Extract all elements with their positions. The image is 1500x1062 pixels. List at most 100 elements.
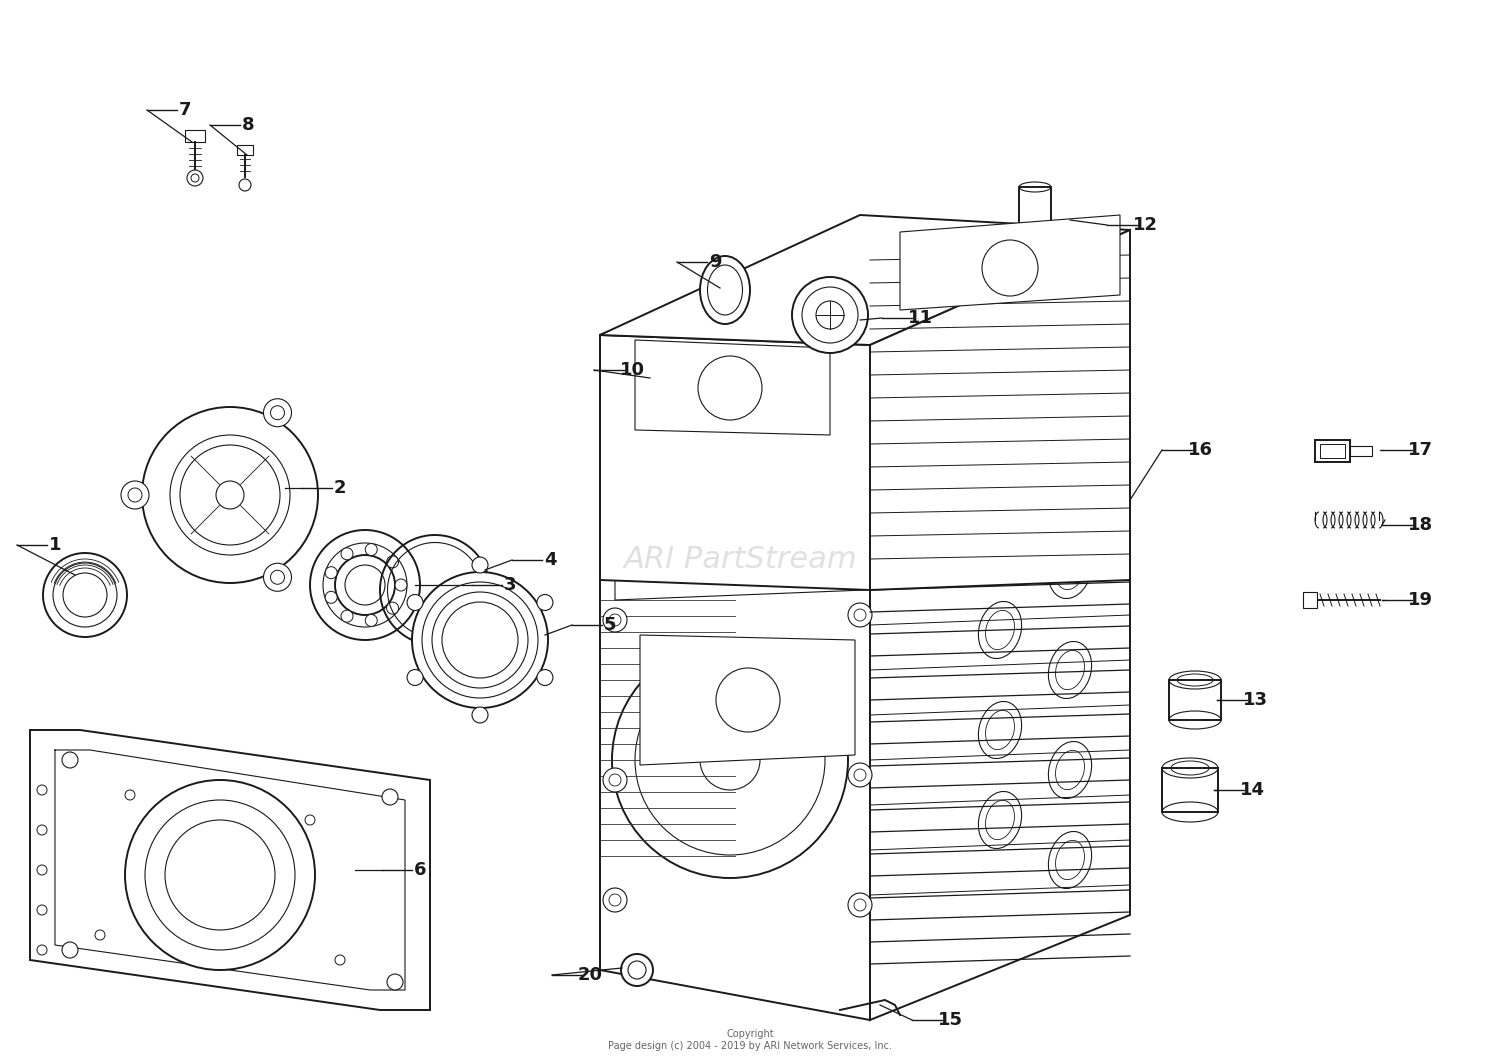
Circle shape xyxy=(238,179,250,191)
Text: 13: 13 xyxy=(1242,691,1268,709)
Circle shape xyxy=(387,602,399,614)
Circle shape xyxy=(62,752,78,768)
Text: 1: 1 xyxy=(48,536,62,554)
Polygon shape xyxy=(859,232,1125,419)
Circle shape xyxy=(326,592,338,603)
Circle shape xyxy=(847,603,871,627)
Circle shape xyxy=(603,609,627,632)
Circle shape xyxy=(477,598,484,606)
Circle shape xyxy=(44,553,128,637)
Text: 5: 5 xyxy=(603,616,616,634)
Polygon shape xyxy=(600,335,870,590)
Circle shape xyxy=(792,277,868,353)
Circle shape xyxy=(406,595,423,611)
Circle shape xyxy=(124,780,315,970)
Ellipse shape xyxy=(978,601,1022,658)
Ellipse shape xyxy=(1048,741,1092,799)
Bar xyxy=(1304,592,1317,609)
Bar xyxy=(1168,680,1221,720)
Circle shape xyxy=(406,669,423,685)
Text: 2: 2 xyxy=(333,479,346,497)
Bar xyxy=(237,145,254,155)
Circle shape xyxy=(477,573,484,582)
Circle shape xyxy=(394,579,406,590)
Text: 12: 12 xyxy=(1132,216,1158,234)
Text: ARI PartStream: ARI PartStream xyxy=(622,546,856,575)
Polygon shape xyxy=(634,340,830,435)
Polygon shape xyxy=(870,280,1130,1020)
Text: 20: 20 xyxy=(578,966,603,984)
Circle shape xyxy=(603,888,627,912)
Polygon shape xyxy=(600,215,1130,345)
Circle shape xyxy=(847,763,871,787)
Circle shape xyxy=(366,615,378,627)
Circle shape xyxy=(982,240,1038,296)
Text: 3: 3 xyxy=(504,576,516,594)
Ellipse shape xyxy=(1048,832,1092,889)
Circle shape xyxy=(326,567,338,579)
Text: Copyright
Page design (c) 2004 - 2019 by ARI Network Services, Inc.: Copyright Page design (c) 2004 - 2019 by… xyxy=(608,1029,892,1050)
Polygon shape xyxy=(600,335,870,1020)
Circle shape xyxy=(537,669,554,685)
Ellipse shape xyxy=(978,501,1022,559)
Polygon shape xyxy=(900,215,1120,310)
Text: 19: 19 xyxy=(1407,590,1432,609)
Circle shape xyxy=(340,611,352,622)
Circle shape xyxy=(340,548,352,560)
Text: 6: 6 xyxy=(414,861,426,879)
Polygon shape xyxy=(870,230,1130,590)
Circle shape xyxy=(188,170,202,186)
Polygon shape xyxy=(615,345,866,600)
Bar xyxy=(1320,444,1346,458)
Text: 11: 11 xyxy=(908,309,933,327)
Ellipse shape xyxy=(1048,641,1092,699)
Circle shape xyxy=(387,555,399,568)
Text: 8: 8 xyxy=(242,116,255,134)
Text: 15: 15 xyxy=(938,1011,963,1029)
Circle shape xyxy=(621,954,652,986)
Polygon shape xyxy=(640,635,855,765)
Text: 17: 17 xyxy=(1407,441,1432,459)
Circle shape xyxy=(537,595,554,611)
Circle shape xyxy=(686,418,770,502)
Text: 9: 9 xyxy=(708,253,722,271)
Circle shape xyxy=(387,974,404,990)
Bar xyxy=(1350,446,1372,456)
Text: 4: 4 xyxy=(543,551,556,569)
Circle shape xyxy=(952,316,1028,393)
Ellipse shape xyxy=(978,702,1022,758)
Circle shape xyxy=(366,544,378,555)
Circle shape xyxy=(698,356,762,419)
Polygon shape xyxy=(30,730,430,1010)
Text: 7: 7 xyxy=(178,101,192,119)
Ellipse shape xyxy=(1048,442,1092,498)
Text: 10: 10 xyxy=(620,361,645,379)
Circle shape xyxy=(382,789,398,805)
Circle shape xyxy=(122,481,148,509)
Circle shape xyxy=(310,530,420,640)
Bar xyxy=(184,130,206,142)
Ellipse shape xyxy=(978,411,1022,468)
Circle shape xyxy=(716,668,780,732)
Circle shape xyxy=(264,398,291,427)
Circle shape xyxy=(603,768,627,792)
Circle shape xyxy=(62,942,78,958)
Circle shape xyxy=(472,707,488,723)
Polygon shape xyxy=(640,370,840,555)
Text: 16: 16 xyxy=(1188,441,1212,459)
Circle shape xyxy=(472,556,488,573)
Circle shape xyxy=(847,893,871,917)
Polygon shape xyxy=(600,230,1130,390)
Bar xyxy=(1162,768,1218,812)
Circle shape xyxy=(264,563,291,592)
Text: 14: 14 xyxy=(1239,781,1264,799)
Circle shape xyxy=(142,407,318,583)
Ellipse shape xyxy=(700,256,750,324)
Bar xyxy=(1019,187,1052,243)
Circle shape xyxy=(413,572,548,708)
Ellipse shape xyxy=(1048,542,1092,599)
Ellipse shape xyxy=(640,349,688,411)
Bar xyxy=(1316,440,1350,462)
Text: 18: 18 xyxy=(1407,516,1432,534)
Ellipse shape xyxy=(978,791,1022,849)
